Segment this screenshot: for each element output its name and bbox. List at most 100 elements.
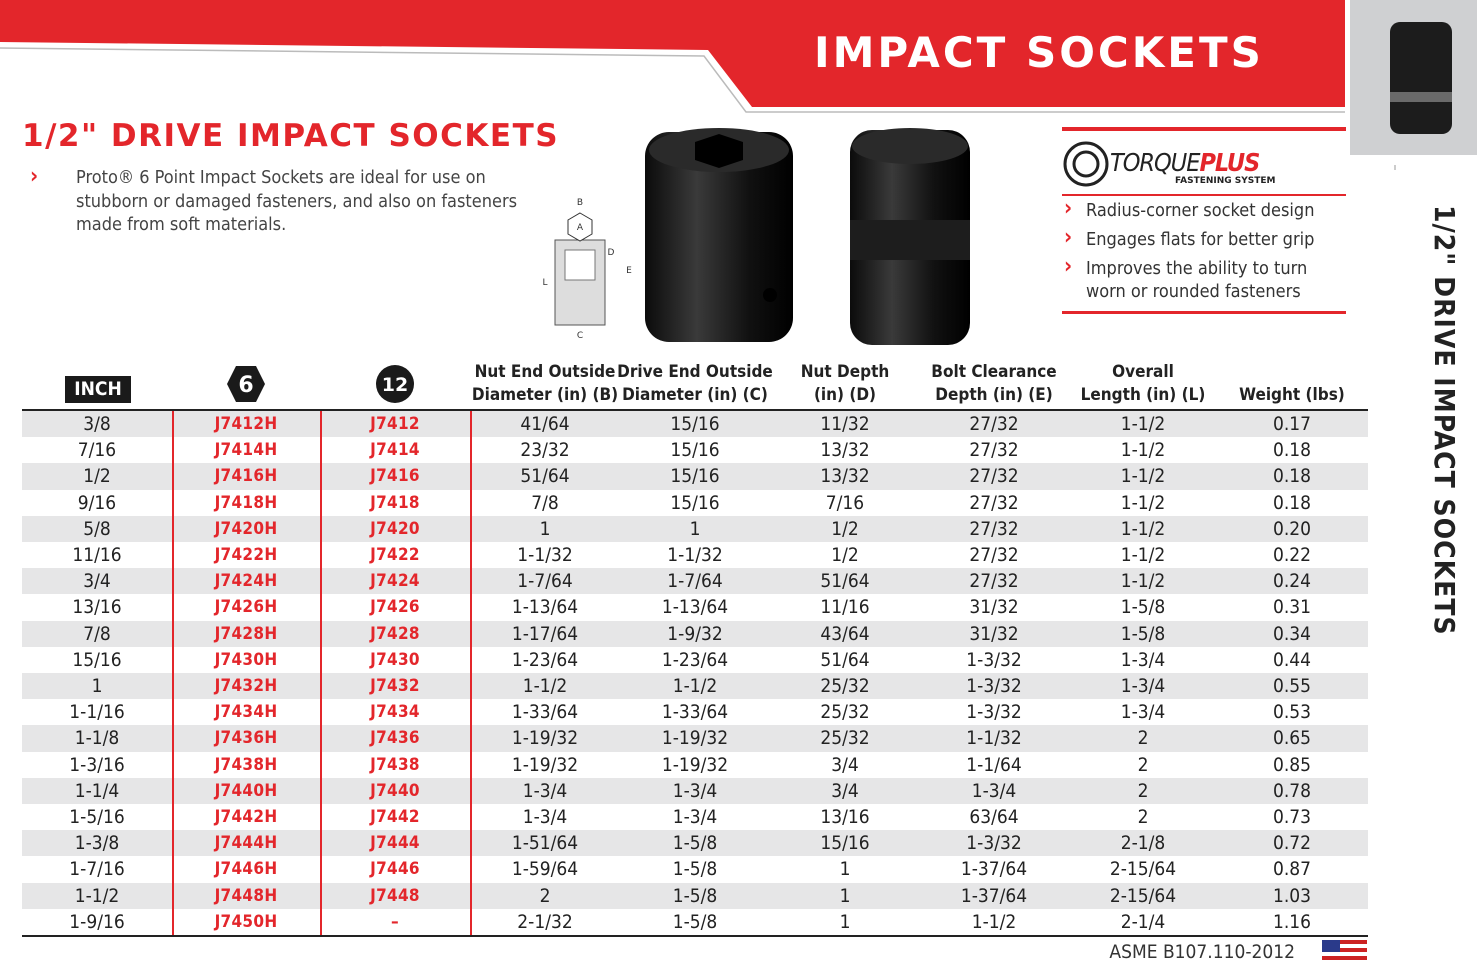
- cell-value: 63/64: [969, 806, 1019, 828]
- cell-value: 25/32: [820, 727, 870, 750]
- part-number: J7416: [370, 466, 420, 487]
- part-number: –: [391, 911, 399, 932]
- cell-value: 1-3/4: [1120, 675, 1166, 697]
- cell-value: 7/8: [83, 622, 111, 645]
- cell-value: 7/8: [531, 491, 559, 514]
- cell-value: 1-7/64: [667, 570, 723, 593]
- cell-value: 1-1/2: [1120, 413, 1166, 435]
- cell-value: 0.44: [1272, 648, 1312, 671]
- part-number: J7416H: [214, 466, 278, 487]
- cell-value: 1-1/2: [1120, 465, 1166, 488]
- cell-value: 31/32: [969, 596, 1019, 619]
- header-line: Drive End Outside: [617, 362, 773, 382]
- cell-value: 1: [839, 884, 851, 907]
- cell-value: 1-1/8: [74, 727, 120, 750]
- row-shade: [22, 725, 1368, 752]
- cell-value: 1-23/64: [661, 648, 729, 671]
- hex-opening: [695, 134, 743, 168]
- part-number: J7432H: [214, 676, 278, 696]
- cell-value: 11/32: [820, 413, 870, 435]
- hex: [567, 212, 593, 242]
- side-title: 1/2" DRIVE IMPACT SOCKETS: [1428, 205, 1461, 636]
- dimension-label: D: [608, 248, 615, 258]
- cell-value: 1-51/64: [511, 832, 579, 855]
- part-number: J7434H: [214, 702, 278, 723]
- cell-value: 1/2: [83, 465, 111, 488]
- part-number: J7448H: [214, 885, 278, 906]
- cell-value: 1-3/4: [672, 779, 718, 802]
- cell-value: 0.24: [1272, 570, 1312, 593]
- cell-value: 1-9/32: [667, 622, 723, 645]
- header-badge: INCH: [65, 376, 131, 403]
- table-rule: [22, 935, 1368, 937]
- hex-shape: [227, 366, 265, 402]
- header-cell: Drive End Outside Diameter (in) (C): [615, 361, 775, 407]
- cell-value: 1-1/32: [667, 544, 723, 566]
- us-flag: [1322, 940, 1367, 964]
- cell-value: 3/4: [831, 753, 859, 776]
- cell-value: 1-1/2: [971, 910, 1017, 933]
- header-line: Weight (lbs): [1239, 385, 1345, 405]
- row-shade: [22, 882, 1368, 909]
- cell-value: 0.72: [1272, 832, 1312, 855]
- cell-value: 1-17/64: [511, 622, 579, 645]
- cell-value: 23/32: [520, 439, 570, 462]
- cell-value: 3/4: [83, 570, 111, 593]
- cell-value: 51/64: [520, 465, 570, 488]
- feature: Radius-corner socket design: [1062, 197, 1346, 222]
- part-number: J7414H: [214, 440, 278, 461]
- part-number: J7436: [370, 728, 420, 749]
- cell-value: 27/32: [969, 491, 1019, 514]
- part-number: J7424H: [214, 571, 278, 592]
- cell-value: 0.18: [1272, 439, 1312, 462]
- header-label: 6: [238, 373, 253, 398]
- cell-value: 1-3/32: [966, 675, 1022, 697]
- table-rule: [22, 409, 1368, 411]
- box-rule: [1062, 127, 1346, 131]
- cell-value: 7/16: [77, 439, 117, 462]
- cell-value: 1-1/64: [966, 753, 1022, 776]
- cell-value: 27/32: [969, 517, 1019, 540]
- part-number: J7444: [370, 833, 420, 854]
- cell-value: 0.17: [1272, 413, 1312, 435]
- cell-value: 51/64: [820, 570, 870, 593]
- part-number: J7438: [370, 754, 420, 775]
- cell-value: 15/16: [670, 491, 720, 514]
- cell-value: 1-37/64: [960, 858, 1028, 881]
- cell-value: 15/16: [670, 439, 720, 462]
- cell-value: 1-23/64: [511, 648, 579, 671]
- header-title: IMPACT SOCKETS: [814, 28, 1264, 77]
- cell-value: 1-7/64: [517, 570, 573, 593]
- cell-value: 2: [1137, 806, 1149, 828]
- socket-rim: [852, 128, 968, 164]
- cell-value: 2-15/64: [1109, 858, 1177, 881]
- cell-value: 1-5/16: [69, 806, 125, 828]
- cell-value: 13/16: [820, 806, 870, 828]
- cell-value: 1-19/32: [661, 753, 729, 776]
- cell-value: 3/4: [831, 779, 859, 802]
- thumb-socket: [1390, 22, 1452, 134]
- part-number: J7450H: [214, 911, 278, 932]
- dimension-label: B: [577, 198, 583, 208]
- cell-value: 7/16: [825, 491, 865, 514]
- logo-accent: PLUS: [1199, 148, 1260, 177]
- row-shade: [22, 830, 1368, 857]
- cell-value: 1-1/2: [522, 675, 568, 697]
- header-cell: Weight (lbs): [1212, 384, 1372, 407]
- cell-value: 0.78: [1272, 779, 1312, 802]
- six-point-socket: [645, 132, 793, 342]
- cell-value: 9/16: [77, 491, 117, 514]
- cell-value: 2-1/8: [1120, 832, 1166, 855]
- box-rule: [1062, 311, 1346, 314]
- cell-value: 27/32: [969, 413, 1019, 435]
- socket-band: [850, 220, 970, 260]
- dimension-label: L: [542, 278, 547, 288]
- cell-value: 1: [539, 517, 551, 540]
- cell-value: 0.65: [1272, 727, 1312, 750]
- cell-value: 1-9/16: [69, 910, 125, 933]
- part-number: J7418: [370, 492, 420, 513]
- cell-value: 15/16: [72, 648, 122, 671]
- cell-value: 15/16: [670, 413, 720, 435]
- row-shade: [22, 777, 1368, 804]
- cell-value: 1-3/16: [69, 753, 125, 776]
